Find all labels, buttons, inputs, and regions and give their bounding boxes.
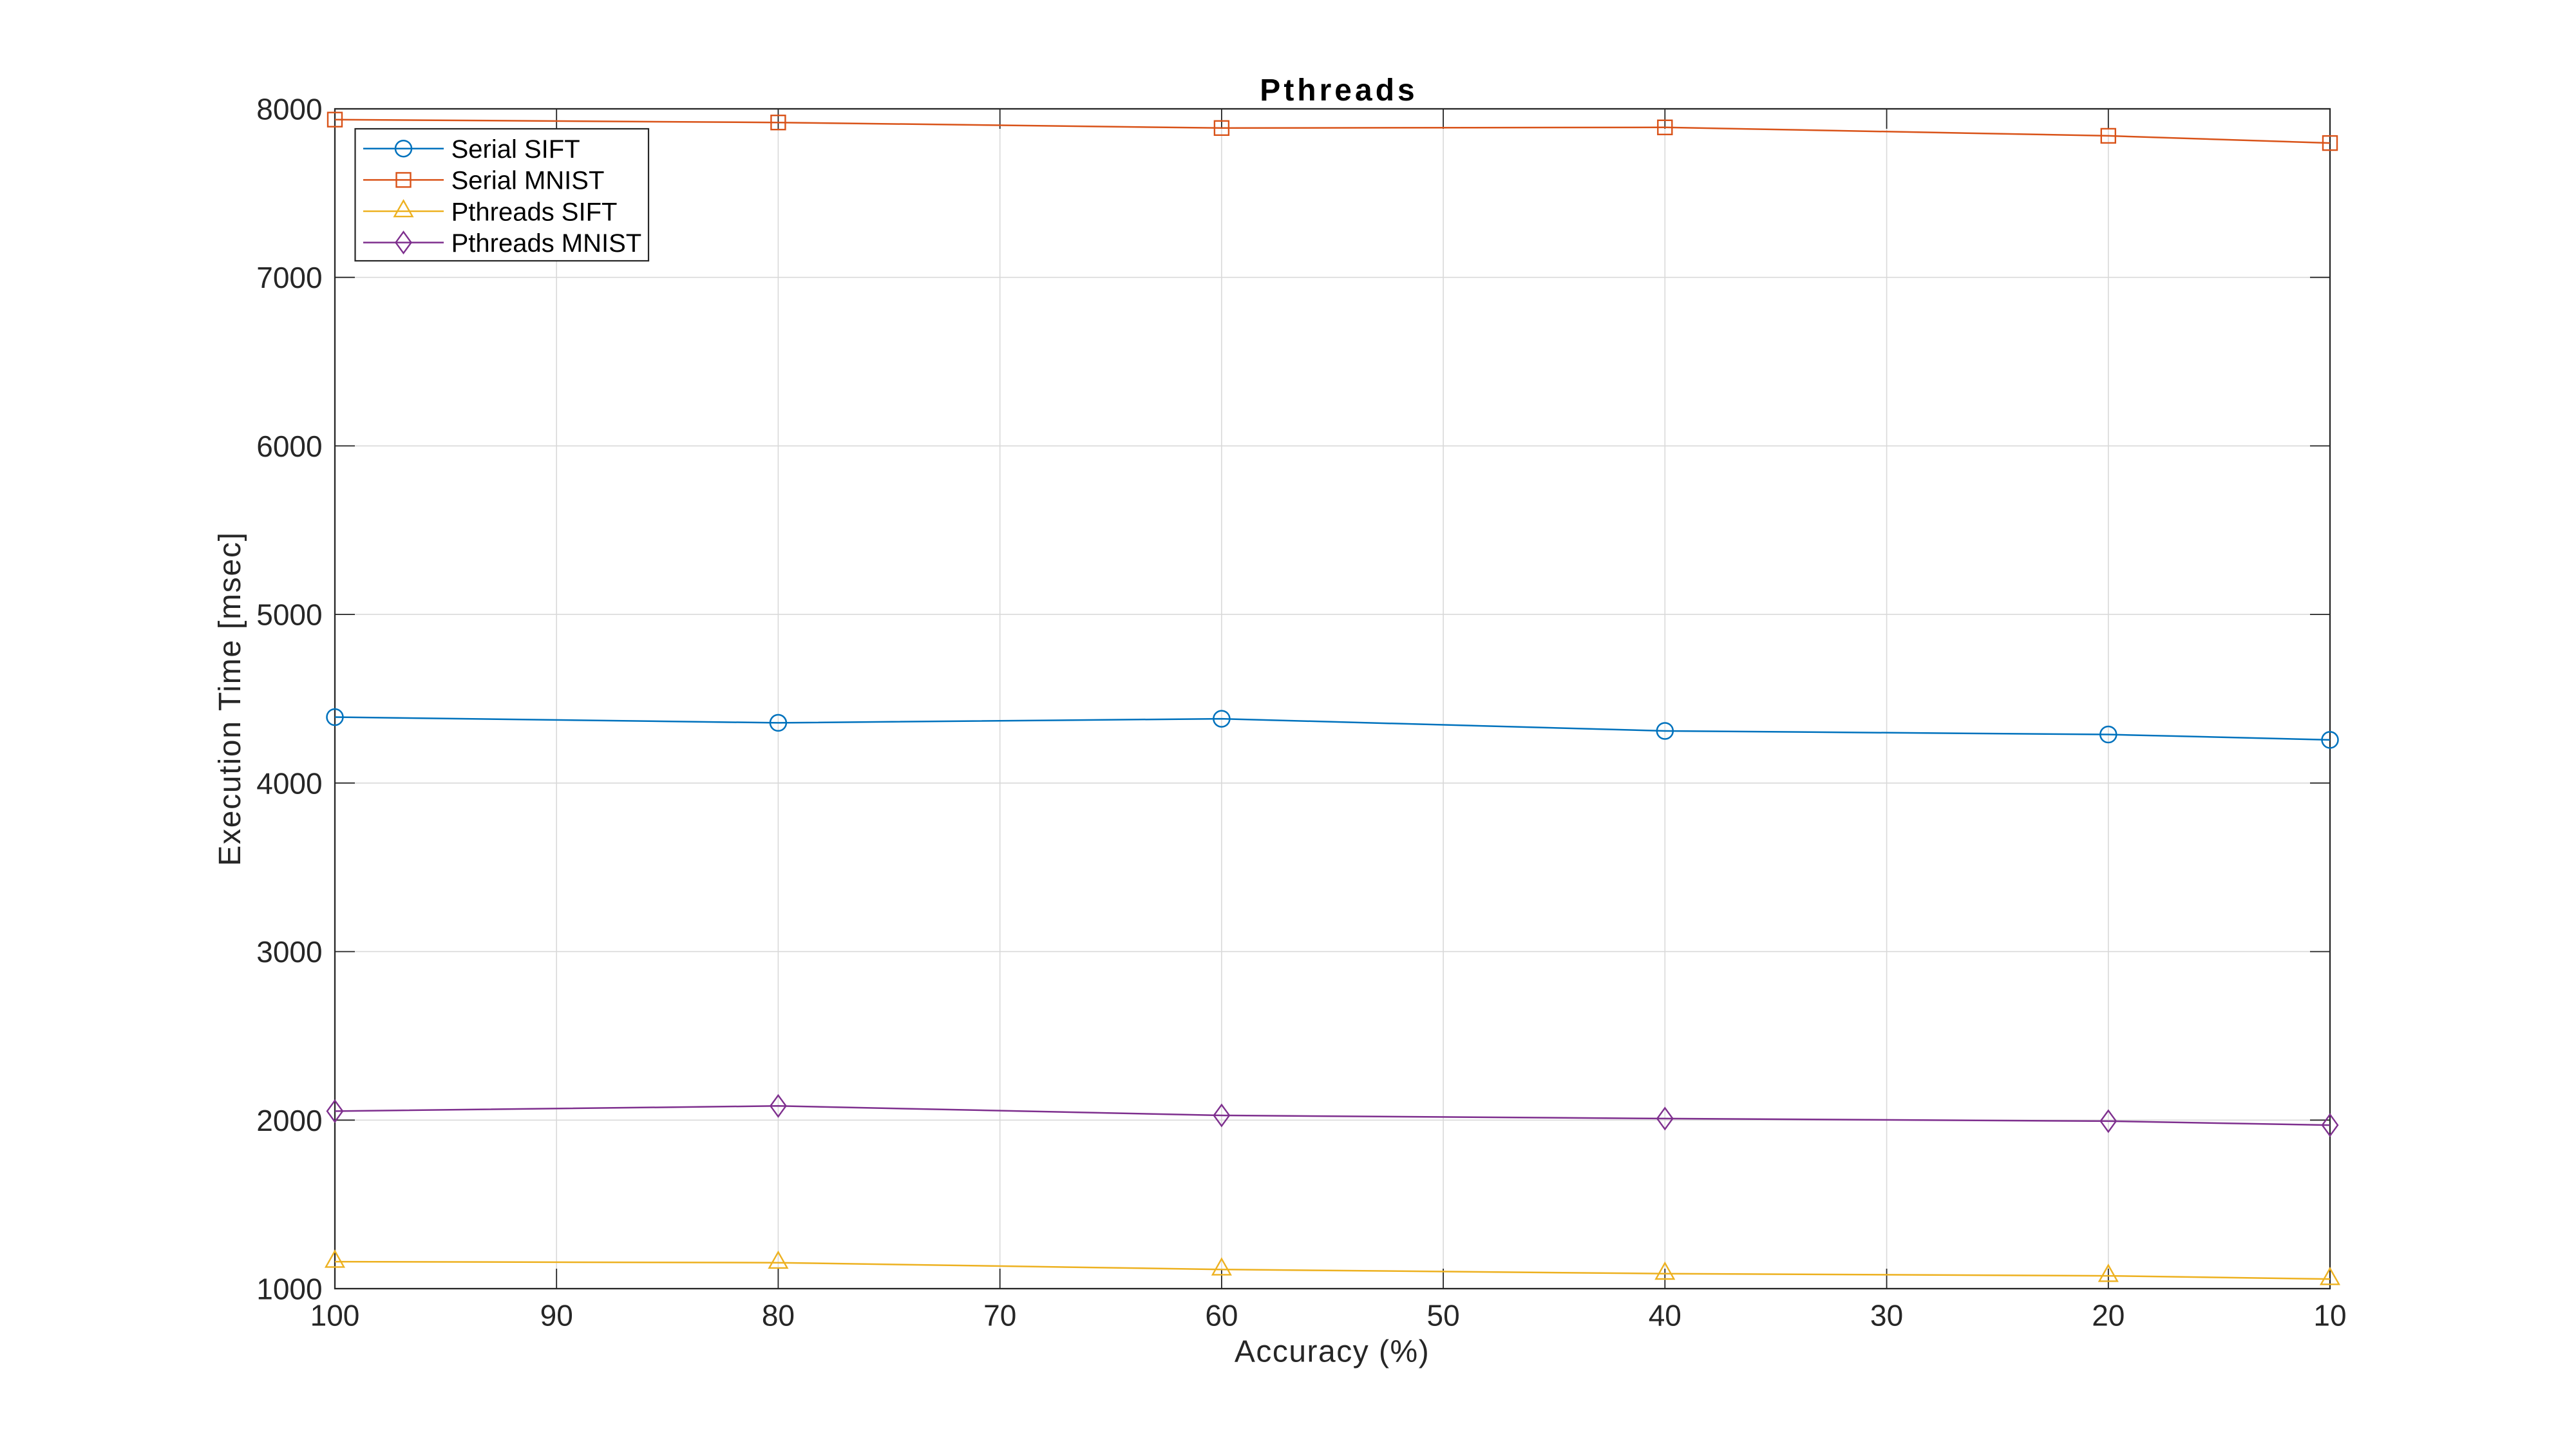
svg-text:1000: 1000 <box>256 1273 322 1306</box>
svg-text:3000: 3000 <box>256 935 322 969</box>
svg-text:50: 50 <box>1427 1299 1460 1332</box>
svg-text:8000: 8000 <box>256 93 322 126</box>
svg-text:Serial MNIST: Serial MNIST <box>451 167 605 195</box>
svg-text:80: 80 <box>762 1299 795 1332</box>
svg-text:Execution Time [msec]: Execution Time [msec] <box>213 531 247 866</box>
svg-text:Pthreads MNIST: Pthreads MNIST <box>451 229 642 258</box>
svg-text:7000: 7000 <box>256 261 322 294</box>
svg-text:100: 100 <box>310 1299 360 1332</box>
svg-text:Accuracy (%): Accuracy (%) <box>1235 1335 1430 1369</box>
svg-text:Serial SIFT: Serial SIFT <box>451 135 580 164</box>
svg-text:30: 30 <box>1870 1299 1903 1332</box>
svg-text:40: 40 <box>1649 1299 1681 1332</box>
svg-text:20: 20 <box>2092 1299 2125 1332</box>
svg-text:6000: 6000 <box>256 430 322 463</box>
svg-text:10: 10 <box>2313 1299 2346 1332</box>
svg-text:70: 70 <box>983 1299 1016 1332</box>
svg-text:60: 60 <box>1205 1299 1238 1332</box>
svg-text:Pthreads SIFT: Pthreads SIFT <box>451 198 618 226</box>
svg-text:Pthreads: Pthreads <box>1260 73 1417 108</box>
svg-text:5000: 5000 <box>256 598 322 632</box>
svg-text:90: 90 <box>540 1299 573 1332</box>
svg-text:2000: 2000 <box>256 1104 322 1137</box>
svg-text:4000: 4000 <box>256 766 322 800</box>
